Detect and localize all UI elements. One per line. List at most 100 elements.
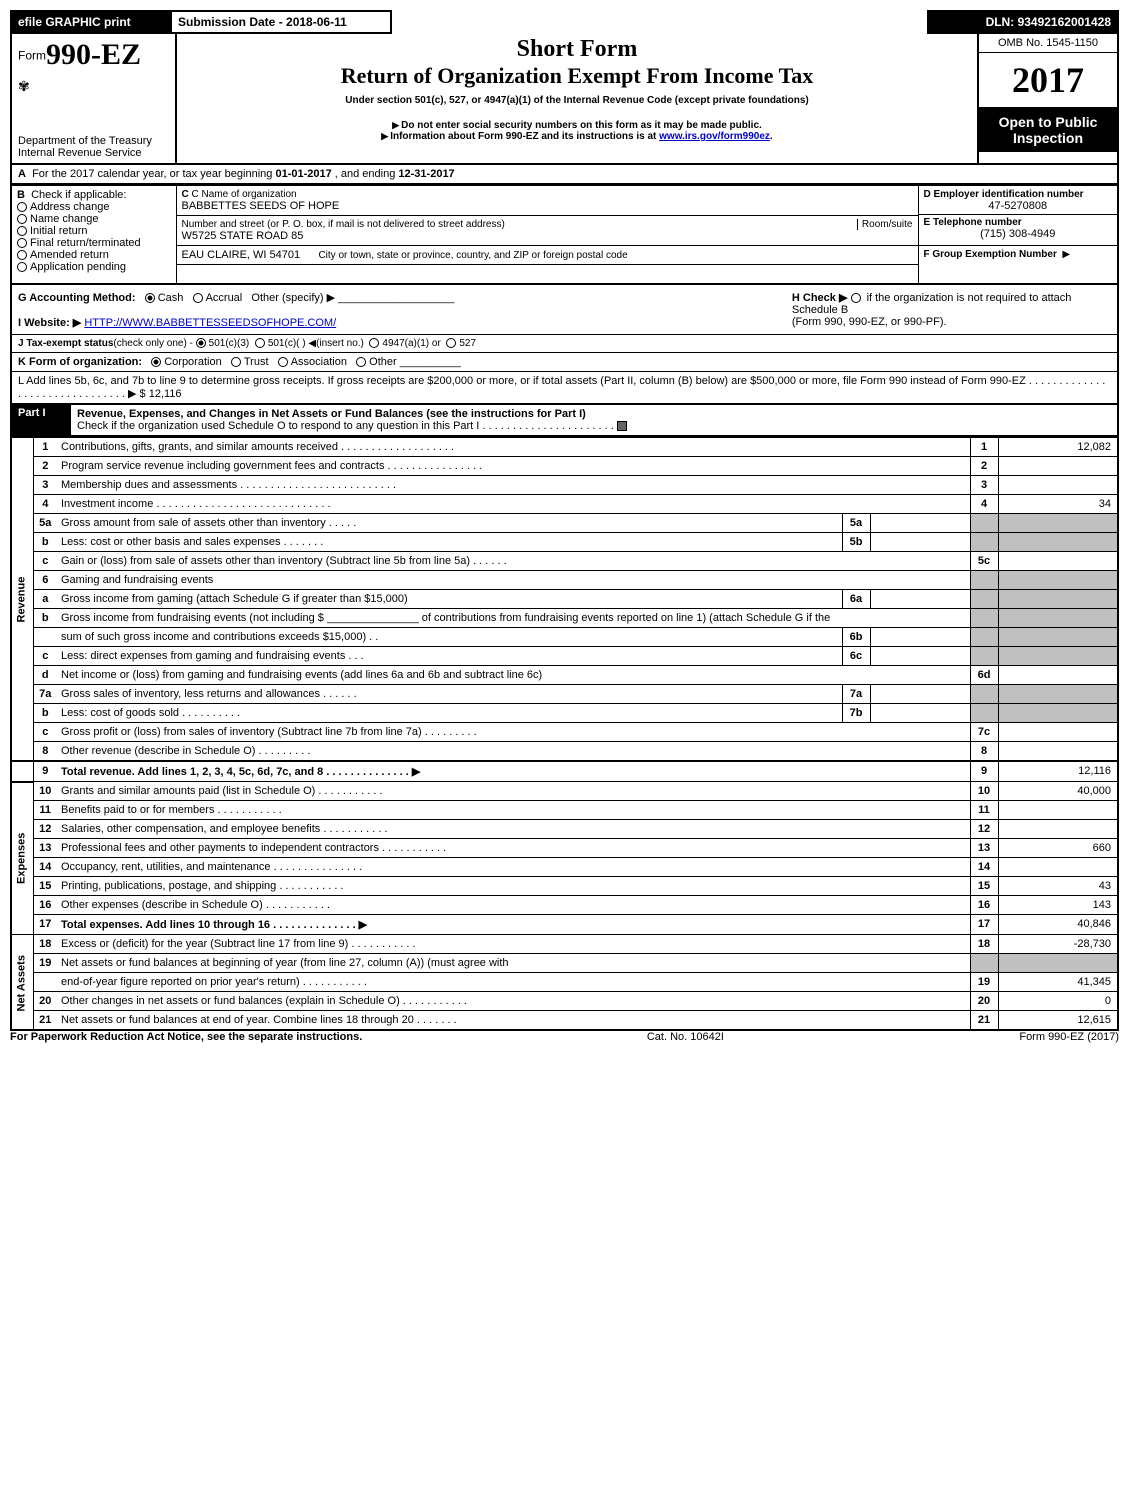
period-row: A For the 2017 calendar year, or tax yea… bbox=[10, 165, 1119, 185]
j-4947[interactable] bbox=[369, 338, 379, 348]
schedule-o-check[interactable] bbox=[617, 421, 627, 431]
period-end: 12-31-2017 bbox=[398, 168, 454, 180]
line-14-text: Occupancy, rent, utilities, and maintena… bbox=[57, 858, 970, 877]
dln-label: DLN: bbox=[986, 15, 1018, 29]
line-21-text: Net assets or fund balances at end of ye… bbox=[57, 1011, 970, 1031]
line-6d-text: Net income or (loss) from gaming and fun… bbox=[57, 666, 970, 685]
irs-label: Internal Revenue Service bbox=[18, 147, 169, 159]
footer-right: Form 990-EZ (2017) bbox=[806, 1031, 1119, 1043]
omb: OMB No. 1545-1150 bbox=[979, 34, 1117, 53]
part1-heading-cell: Revenue, Expenses, and Changes in Net As… bbox=[71, 405, 1118, 436]
check-address[interactable] bbox=[17, 202, 27, 212]
submission-date-cell: Submission Date - 2018-06-11 bbox=[171, 11, 391, 33]
k-other[interactable] bbox=[356, 357, 366, 367]
check-initial[interactable] bbox=[17, 226, 27, 236]
under-section: Under section 501(c), 527, or 4947(a)(1)… bbox=[183, 95, 971, 106]
line-7c-text: Gross profit or (loss) from sales of inv… bbox=[57, 723, 970, 742]
footer-cat: Cat. No. 10642I bbox=[565, 1031, 807, 1043]
footer-left: For Paperwork Reduction Act Notice, see … bbox=[10, 1031, 362, 1043]
accounting-accrual[interactable] bbox=[193, 293, 203, 303]
line-7b-text: Less: cost of goods sold . . . . . . . .… bbox=[57, 704, 842, 723]
open-public: Open to Public Inspection bbox=[979, 108, 1117, 152]
section-j: J Tax-exempt status(check only one) - 50… bbox=[11, 335, 1118, 353]
line-15-amount: 43 bbox=[998, 877, 1118, 896]
part1-header: Part I Revenue, Expenses, and Changes in… bbox=[10, 405, 1119, 437]
check-final[interactable] bbox=[17, 238, 27, 248]
section-g: G Accounting Method: Cash Accrual Other … bbox=[11, 285, 786, 313]
dept-treasury: Department of the Treasury bbox=[18, 135, 169, 147]
line-5b-text: Less: cost or other basis and sales expe… bbox=[57, 533, 842, 552]
line-20-amount: 0 bbox=[998, 992, 1118, 1011]
netassets-label: Net Assets bbox=[11, 935, 33, 1031]
section-k: K Form of organization: Corporation Trus… bbox=[11, 353, 1118, 372]
part1-title: Part I bbox=[11, 405, 71, 436]
website-link[interactable]: HTTP://WWW.BABBETTESSEEDSOFHOPE.COM/ bbox=[84, 317, 336, 329]
line-21-amount: 12,615 bbox=[998, 1011, 1118, 1031]
k-assoc[interactable] bbox=[278, 357, 288, 367]
check-h[interactable] bbox=[851, 293, 861, 303]
org-info-block: B Check if applicable: Address change Na… bbox=[10, 185, 1119, 285]
line-10-text: Grants and similar amounts paid (list in… bbox=[57, 782, 970, 801]
line-2-text: Program service revenue including govern… bbox=[57, 457, 970, 476]
submission-date: 2018-06-11 bbox=[286, 15, 347, 29]
efile-label: efile GRAPHIC print bbox=[11, 11, 171, 33]
info-link[interactable]: www.irs.gov/form990ez bbox=[659, 131, 770, 142]
section-l: L Add lines 5b, 6c, and 7b to line 9 to … bbox=[11, 372, 1118, 405]
line-5c-text: Gain or (loss) from sale of assets other… bbox=[57, 552, 970, 571]
line-18-text: Excess or (deficit) for the year (Subtra… bbox=[57, 935, 970, 954]
form-prefix: Form bbox=[18, 48, 46, 62]
line-6-text: Gaming and fundraising events bbox=[57, 571, 970, 590]
line-10-amount: 40,000 bbox=[998, 782, 1118, 801]
lines-table: Revenue 1 Contributions, gifts, grants, … bbox=[10, 437, 1119, 1031]
j-501c[interactable] bbox=[255, 338, 265, 348]
k-trust[interactable] bbox=[231, 357, 241, 367]
check-amended[interactable] bbox=[17, 250, 27, 260]
submission-label: Submission Date - bbox=[178, 15, 286, 29]
return-title: Return of Organization Exempt From Incom… bbox=[183, 63, 971, 89]
no-ssn: Do not enter social security numbers on … bbox=[183, 120, 971, 131]
line-6d-amount bbox=[998, 666, 1118, 685]
form-header: Form990-EZ ✾ Department of the Treasury … bbox=[10, 34, 1119, 165]
phone: (715) 308-4949 bbox=[924, 228, 1113, 240]
line-5a-text: Gross amount from sale of assets other t… bbox=[57, 514, 842, 533]
city: EAU CLAIRE, WI 54701 bbox=[182, 249, 301, 261]
k-corp[interactable] bbox=[151, 357, 161, 367]
section-f: F Group Exemption Number ▶ bbox=[918, 246, 1118, 285]
check-pending[interactable] bbox=[17, 262, 27, 272]
section-h: H Check ▶ if the organization is not req… bbox=[786, 285, 1118, 335]
section-d-e: D Employer identification number 47-5270… bbox=[918, 186, 1118, 246]
tax-year: 2017 bbox=[979, 53, 1117, 108]
ein: 47-5270808 bbox=[924, 200, 1113, 212]
line-8-text: Other revenue (describe in Schedule O) .… bbox=[57, 742, 970, 762]
header-right: OMB No. 1545-1150 2017 Open to Public In… bbox=[978, 34, 1118, 164]
line-4-text: Investment income . . . . . . . . . . . … bbox=[57, 495, 970, 514]
line-4-amount: 34 bbox=[998, 495, 1118, 514]
j-527[interactable] bbox=[446, 338, 456, 348]
line-19-amount: 41,345 bbox=[998, 973, 1118, 992]
line-9-text: Total revenue. Add lines 1, 2, 3, 4, 5c,… bbox=[57, 761, 970, 782]
line-3-amount bbox=[998, 476, 1118, 495]
line-5c-amount bbox=[998, 552, 1118, 571]
line-16-amount: 143 bbox=[998, 896, 1118, 915]
section-c-name: C C Name of organization BABBETTES SEEDS… bbox=[176, 186, 918, 216]
line-6a-text: Gross income from gaming (attach Schedul… bbox=[57, 590, 842, 609]
period-label: For the 2017 calendar year, or tax year … bbox=[32, 168, 275, 180]
j-501c3[interactable] bbox=[196, 338, 206, 348]
line-20-text: Other changes in net assets or fund bala… bbox=[57, 992, 970, 1011]
expenses-label: Expenses bbox=[11, 782, 33, 935]
period-begin: 01-01-2017 bbox=[275, 168, 331, 180]
check-name[interactable] bbox=[17, 214, 27, 224]
line-13-amount: 660 bbox=[998, 839, 1118, 858]
dln-value: 93492162001428 bbox=[1018, 15, 1111, 29]
line-17-text: Total expenses. Add lines 10 through 16 … bbox=[57, 915, 970, 935]
accounting-cash[interactable] bbox=[145, 293, 155, 303]
line-19-text-1: Net assets or fund balances at beginning… bbox=[57, 954, 970, 973]
meta-block: G Accounting Method: Cash Accrual Other … bbox=[10, 285, 1119, 405]
line-2-amount bbox=[998, 457, 1118, 476]
line-18-amount: -28,730 bbox=[998, 935, 1118, 954]
line-14-amount bbox=[998, 858, 1118, 877]
section-c-city: EAU CLAIRE, WI 54701 City or town, state… bbox=[176, 246, 918, 265]
line-17-amount: 40,846 bbox=[998, 915, 1118, 935]
line-16-text: Other expenses (describe in Schedule O) … bbox=[57, 896, 970, 915]
line-6c-text: Less: direct expenses from gaming and fu… bbox=[57, 647, 842, 666]
